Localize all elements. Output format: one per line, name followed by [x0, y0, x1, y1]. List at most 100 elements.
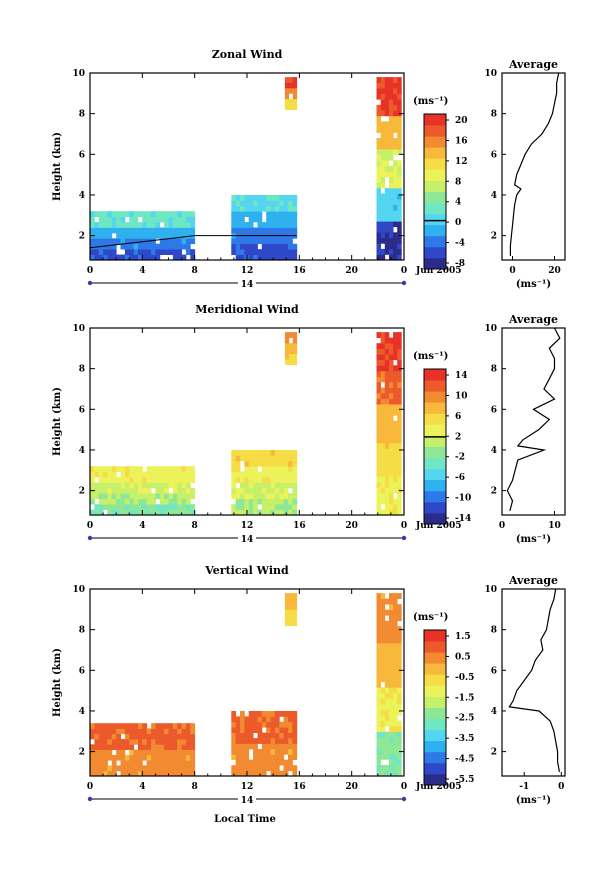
heat-cell — [380, 609, 386, 616]
heat-cell — [159, 232, 165, 239]
heat-cell — [244, 450, 250, 456]
heat-cell — [292, 727, 298, 733]
heat-cell — [120, 744, 126, 750]
heat-cell — [376, 160, 381, 167]
panel-title: Zonal Wind — [212, 48, 283, 61]
heat-cell — [142, 504, 148, 510]
heat-cell — [376, 698, 381, 705]
heat-cell — [292, 332, 298, 338]
heat-cell — [393, 199, 398, 205]
heat-cell — [244, 759, 250, 766]
heat-cell — [146, 749, 152, 756]
heat-cell — [185, 723, 191, 729]
heat-cell — [107, 754, 113, 761]
heat-cell — [284, 93, 290, 100]
colorbar-segment — [424, 707, 446, 719]
heat-cell — [172, 238, 178, 245]
heat-cell — [124, 222, 130, 228]
heat-cell — [384, 492, 390, 499]
heat-cell — [90, 733, 95, 740]
heat-cell — [90, 482, 95, 489]
heat-cell — [116, 733, 121, 740]
heat-cell — [389, 426, 394, 433]
heat-cell — [124, 487, 130, 494]
heat-cell — [120, 238, 126, 245]
heat-cell — [244, 222, 250, 228]
x-tick-label: 20 — [345, 521, 358, 531]
heat-cell — [240, 509, 245, 516]
heat-cell — [244, 195, 250, 201]
heat-cell — [244, 200, 250, 207]
heat-cell — [244, 748, 250, 755]
heat-cell — [142, 211, 148, 217]
heat-cell — [389, 481, 394, 488]
heat-cell — [168, 509, 174, 516]
heat-cell — [393, 165, 398, 172]
heat-cell — [279, 482, 285, 489]
colorbar-segment — [424, 652, 446, 664]
heat-cell — [376, 665, 381, 671]
heat-cell — [151, 482, 156, 489]
heat-cell — [393, 593, 398, 599]
heat-cell — [380, 709, 386, 716]
heat-cell — [146, 509, 152, 516]
heat-cell — [261, 498, 267, 505]
heat-cell — [376, 470, 381, 477]
heat-cell — [190, 227, 196, 234]
heat-cell — [393, 648, 398, 655]
heat-cell — [274, 482, 280, 489]
heat-cell — [164, 739, 169, 745]
heat-cell — [393, 393, 398, 399]
heat-cell — [185, 754, 191, 761]
heat-cell — [244, 727, 250, 733]
heat-cell — [393, 753, 398, 760]
colorbar-segment — [424, 235, 446, 248]
heat-cell — [274, 238, 280, 245]
heat-cell — [393, 692, 398, 699]
heat-cell — [389, 343, 394, 350]
heat-cell — [389, 115, 394, 122]
heat-cell — [159, 749, 165, 756]
heat-cell — [138, 723, 143, 729]
heat-cell — [384, 509, 390, 516]
heat-cell — [155, 744, 161, 750]
heat-cell — [397, 503, 402, 510]
heat-cell — [393, 654, 398, 660]
heat-cell — [384, 648, 390, 655]
heat-cell — [376, 637, 381, 644]
heat-cell — [129, 498, 135, 505]
heat-cell — [248, 509, 254, 516]
heat-cell — [111, 728, 117, 735]
heat-cell — [376, 604, 381, 611]
heat-cell — [397, 99, 402, 106]
heat-cell — [120, 227, 126, 234]
profile-y-label: 6 — [491, 405, 497, 415]
heat-cell — [248, 716, 254, 723]
colorbar-segment — [424, 490, 446, 503]
heat-cell — [235, 487, 241, 494]
heat-cell — [151, 723, 156, 729]
heat-cell — [261, 738, 267, 744]
heat-cell — [376, 465, 381, 471]
heat-cell — [376, 759, 381, 766]
heat-cell — [177, 216, 182, 223]
heat-cell — [120, 222, 126, 228]
heat-cell — [283, 211, 289, 217]
heat-cell — [397, 221, 402, 228]
heat-cell — [235, 509, 241, 516]
heat-cell — [270, 249, 276, 255]
heat-cell — [393, 459, 398, 466]
heat-cell — [185, 216, 191, 223]
heat-cell — [380, 204, 386, 211]
heat-cell — [393, 681, 398, 688]
heat-cell — [376, 404, 381, 410]
heat-cell — [380, 149, 386, 155]
heat-cell — [111, 243, 117, 250]
heat-cell — [240, 200, 245, 207]
heat-cell — [288, 748, 293, 755]
heat-cell — [284, 593, 290, 599]
heat-cell — [384, 703, 390, 710]
heat-cell — [116, 232, 121, 239]
heat-cell — [266, 205, 271, 212]
colorbar-label: -2.5 — [455, 714, 474, 724]
